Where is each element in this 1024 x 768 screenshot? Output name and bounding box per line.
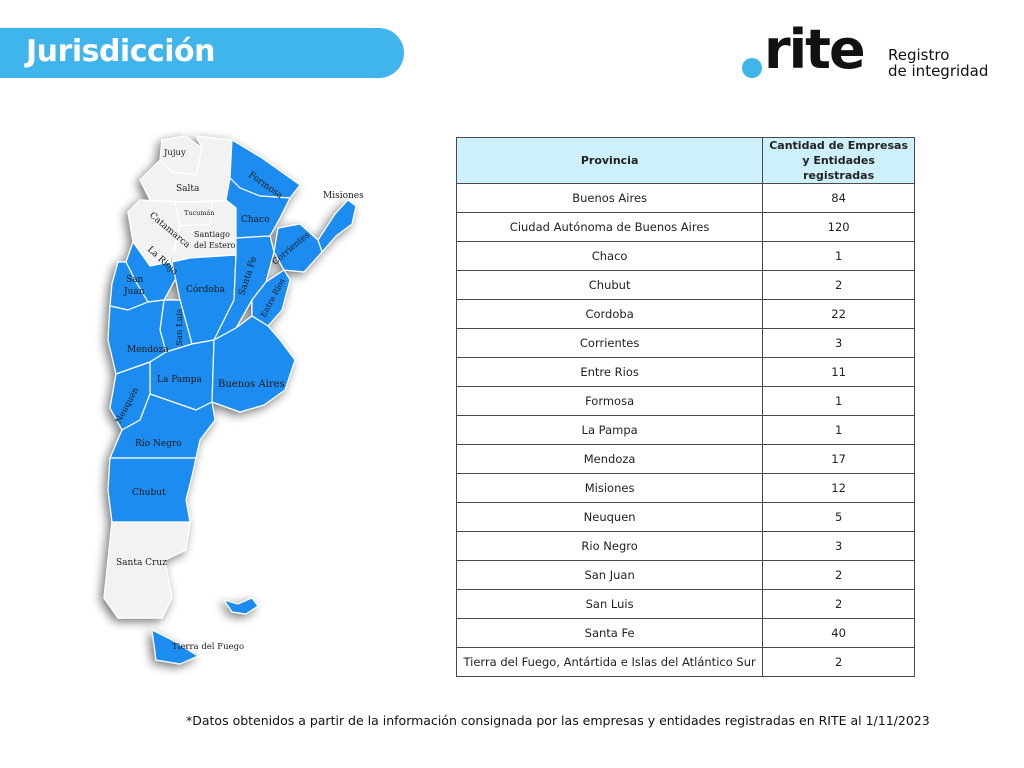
table-row: Rio Negro 3	[455, 531, 915, 561]
islas-malvinas	[223, 597, 259, 615]
label-tierradelfuego: Tierra del Fuego	[172, 642, 244, 652]
count-cell: 1	[762, 241, 915, 271]
province-name-cell: Cordoba	[455, 299, 764, 329]
title-banner: Jurisdicción	[0, 28, 404, 78]
label-rionegro: Río Negro	[135, 438, 182, 449]
count-cell: 3	[762, 531, 915, 561]
province-chaco	[225, 177, 291, 239]
table-row: La Pampa 1	[455, 415, 915, 445]
table-row: San Luis 2	[455, 589, 915, 619]
count-cell: 22	[762, 299, 915, 329]
label-jujuy: Jujuy	[163, 148, 186, 158]
footnote: *Datos obtenidos a partir de la informac…	[186, 713, 930, 728]
province-tierradelfuego	[151, 629, 199, 665]
province-name-cell: Mendoza	[455, 444, 764, 474]
logo-subtitle-line2: de integridad	[888, 62, 989, 80]
label-tucuman: Tucumán	[184, 209, 215, 217]
table-row: Chaco 1	[455, 241, 915, 271]
label-misiones: Misiones	[323, 191, 364, 201]
label-lapampa: La Pampa	[157, 375, 203, 385]
count-cell: 2	[762, 270, 915, 300]
label-sanjuan-line2: Juan	[123, 287, 145, 297]
count-cell: 12	[762, 473, 915, 503]
column-header-cantidad: Cantidad de Empresas y Entidades registr…	[762, 137, 915, 184]
province-name-cell: Buenos Aires	[455, 183, 764, 213]
count-cell: 84	[762, 183, 915, 213]
count-cell: 1	[762, 386, 915, 416]
table-row: Cordoba 22	[455, 299, 915, 329]
province-name-cell: Entre Rios	[455, 357, 764, 387]
label-sanluis: San Luis	[175, 309, 185, 346]
table-row: Tierra del Fuego, Antártida e Islas del …	[455, 647, 915, 677]
table-row: Mendoza 17	[455, 444, 915, 474]
table-row: Buenos Aires 84	[455, 183, 915, 213]
count-cell: 2	[762, 647, 915, 677]
province-santacruz	[103, 521, 191, 619]
table-row: Misiones 12	[455, 473, 915, 503]
table-header-row: Provincia Cantidad de Empresas y Entidad…	[455, 137, 915, 184]
province-chubut	[107, 457, 197, 523]
count-cell: 17	[762, 444, 915, 474]
table-row: Neuquen 5	[455, 502, 915, 532]
province-name-cell: La Pampa	[455, 415, 764, 445]
label-santiago-line1: Santiago	[194, 230, 230, 239]
label-sanjuan-line1: San	[126, 275, 144, 285]
table-row: Corrientes 3	[455, 328, 915, 358]
table-body: Buenos Aires 84 Ciudad Autónoma de Buenos …	[455, 183, 915, 677]
label-santacruz: Santa Cruz	[116, 558, 167, 568]
province-santafe	[213, 235, 275, 341]
province-name-cell: Corrientes	[455, 328, 764, 358]
province-buenosaires	[211, 315, 296, 413]
table-row: Ciudad Autónoma de Buenos Aires 120	[455, 212, 915, 242]
label-chaco: Chaco	[241, 215, 270, 225]
table-row: San Juan 2	[455, 560, 915, 590]
province-misiones	[317, 199, 357, 253]
count-cell: 3	[762, 328, 915, 358]
province-mendoza	[107, 299, 167, 375]
label-santiago-line2: del Estero	[194, 241, 236, 250]
province-name-cell: Formosa	[455, 386, 764, 416]
label-chubut: Chubut	[132, 488, 166, 498]
province-name-cell: Ciudad Autónoma de Buenos Aires	[455, 212, 764, 242]
label-cordoba: Córdoba	[186, 284, 226, 295]
province-name-cell: Chubut	[455, 270, 764, 300]
label-buenosaires: Buenos Aires	[218, 379, 285, 390]
count-cell: 11	[762, 357, 915, 387]
table-row: Entre Rios 11	[455, 357, 915, 387]
table-row: Santa Fe 40	[455, 618, 915, 648]
province-name-cell: Santa Fe	[455, 618, 764, 648]
count-cell: 2	[762, 560, 915, 590]
province-name-cell: Chaco	[455, 241, 764, 271]
logo-wordmark: rite	[764, 18, 866, 81]
column-header-provincia: Provincia	[455, 137, 764, 184]
province-name-cell: Misiones	[455, 473, 764, 503]
jurisdiction-table: Provincia Cantidad de Empresas y Entidad…	[455, 137, 915, 677]
province-name-cell: San Juan	[455, 560, 764, 590]
argentina-map: Jujuy Salta Formosa Misiones Tucumán Cha…	[70, 128, 370, 680]
label-mendoza: Mendoza	[127, 345, 169, 355]
count-cell: 5	[762, 502, 915, 532]
province-name-cell: Rio Negro	[455, 531, 764, 561]
province-corrientes	[273, 223, 323, 273]
rite-logo: rite Registro de integridad	[742, 20, 992, 84]
label-salta: Salta	[176, 184, 200, 194]
province-name-cell: Tierra del Fuego, Antártida e Islas del …	[455, 647, 764, 677]
logo-subtitle: Registro de integridad	[888, 47, 988, 79]
province-name-cell: Neuquen	[455, 502, 764, 532]
logo-dot	[742, 58, 762, 78]
count-cell: 1	[762, 415, 915, 445]
argentina-map-svg: Jujuy Salta Formosa Misiones Tucumán Cha…	[103, 135, 364, 665]
table-row: Formosa 1	[455, 386, 915, 416]
logo-subtitle-line1: Registro	[888, 46, 950, 64]
count-cell: 2	[762, 589, 915, 619]
province-rionegro	[109, 393, 216, 459]
count-cell: 120	[762, 212, 915, 242]
province-entrerios	[251, 269, 291, 327]
province-name-cell: San Luis	[455, 589, 764, 619]
table-row: Chubut 2	[455, 270, 915, 300]
count-cell: 40	[762, 618, 915, 648]
page-title: Jurisdicción	[26, 34, 216, 69]
